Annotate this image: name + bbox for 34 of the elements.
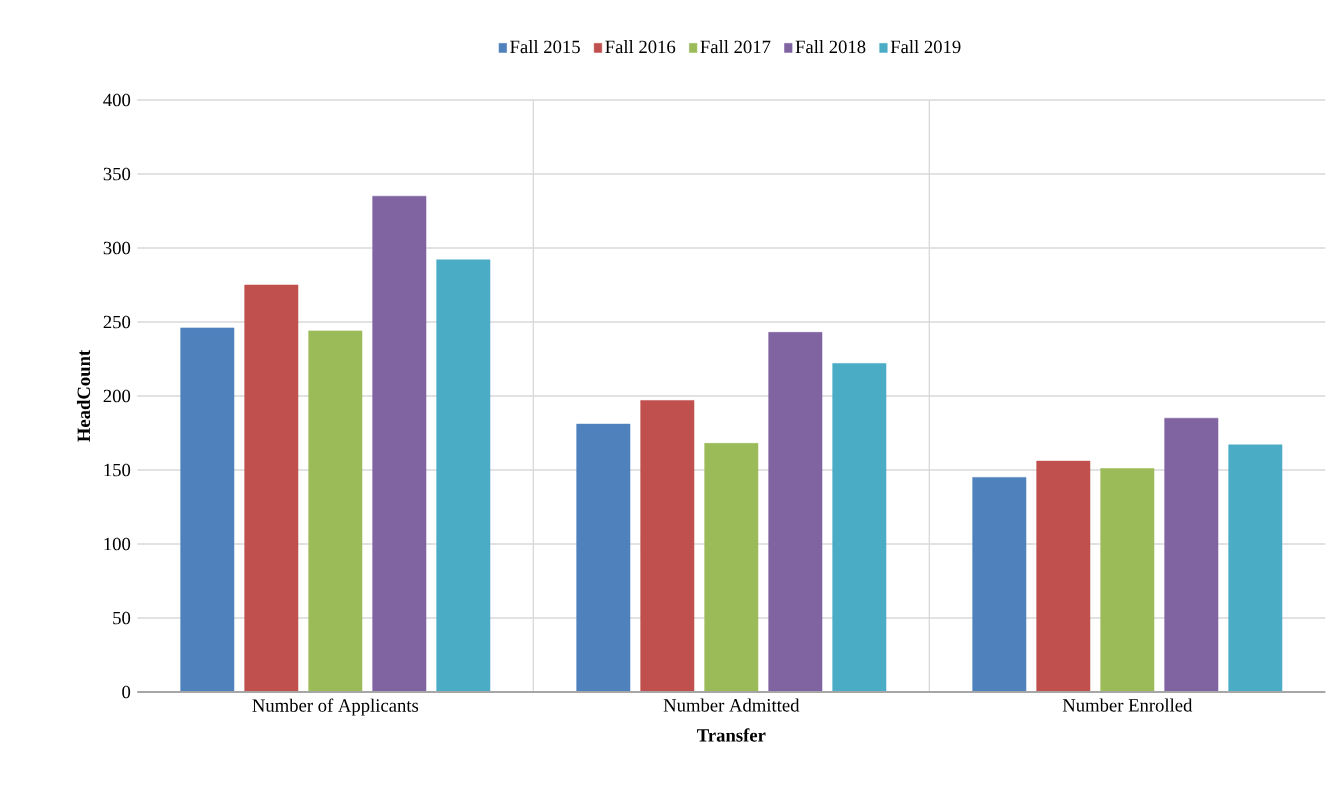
bar bbox=[1164, 417, 1219, 693]
bar bbox=[972, 477, 1027, 693]
bar bbox=[1036, 460, 1091, 693]
bar bbox=[768, 332, 823, 693]
bar bbox=[1228, 444, 1283, 693]
bar bbox=[1100, 468, 1155, 693]
x-axis-title: Transfer bbox=[697, 728, 766, 742]
y-tick-label: 0 bbox=[122, 685, 131, 699]
y-tick-label: 200 bbox=[103, 389, 131, 403]
bar bbox=[372, 195, 427, 693]
bar bbox=[832, 363, 887, 693]
x-tick-label: Number Admitted bbox=[663, 698, 800, 712]
bar bbox=[576, 423, 631, 693]
y-tick-label: 300 bbox=[103, 241, 131, 255]
y-tick-label: 150 bbox=[104, 463, 131, 477]
bar bbox=[704, 443, 759, 693]
bar bbox=[640, 400, 695, 693]
bar bbox=[436, 259, 491, 693]
y-tick-label: 400 bbox=[103, 93, 131, 107]
legend-label: Fall 2018 bbox=[795, 40, 866, 54]
legend-label: Fall 2017 bbox=[700, 40, 771, 54]
y-tick-label: 100 bbox=[104, 537, 131, 551]
bar bbox=[244, 284, 299, 693]
legend-label: Fall 2016 bbox=[605, 40, 676, 54]
legend-label: Fall 2019 bbox=[890, 40, 961, 54]
y-tick-label: 250 bbox=[103, 315, 131, 329]
x-tick-label: Number Enrolled bbox=[1062, 698, 1193, 712]
y-tick-label: 350 bbox=[103, 167, 131, 181]
bar bbox=[308, 330, 363, 693]
y-axis-title: HeadCount bbox=[76, 349, 91, 442]
x-tick-label: Number of Applicants bbox=[252, 698, 419, 716]
legend-label: Fall 2015 bbox=[510, 40, 580, 54]
bar bbox=[180, 327, 235, 693]
y-tick-label: 50 bbox=[113, 611, 131, 625]
